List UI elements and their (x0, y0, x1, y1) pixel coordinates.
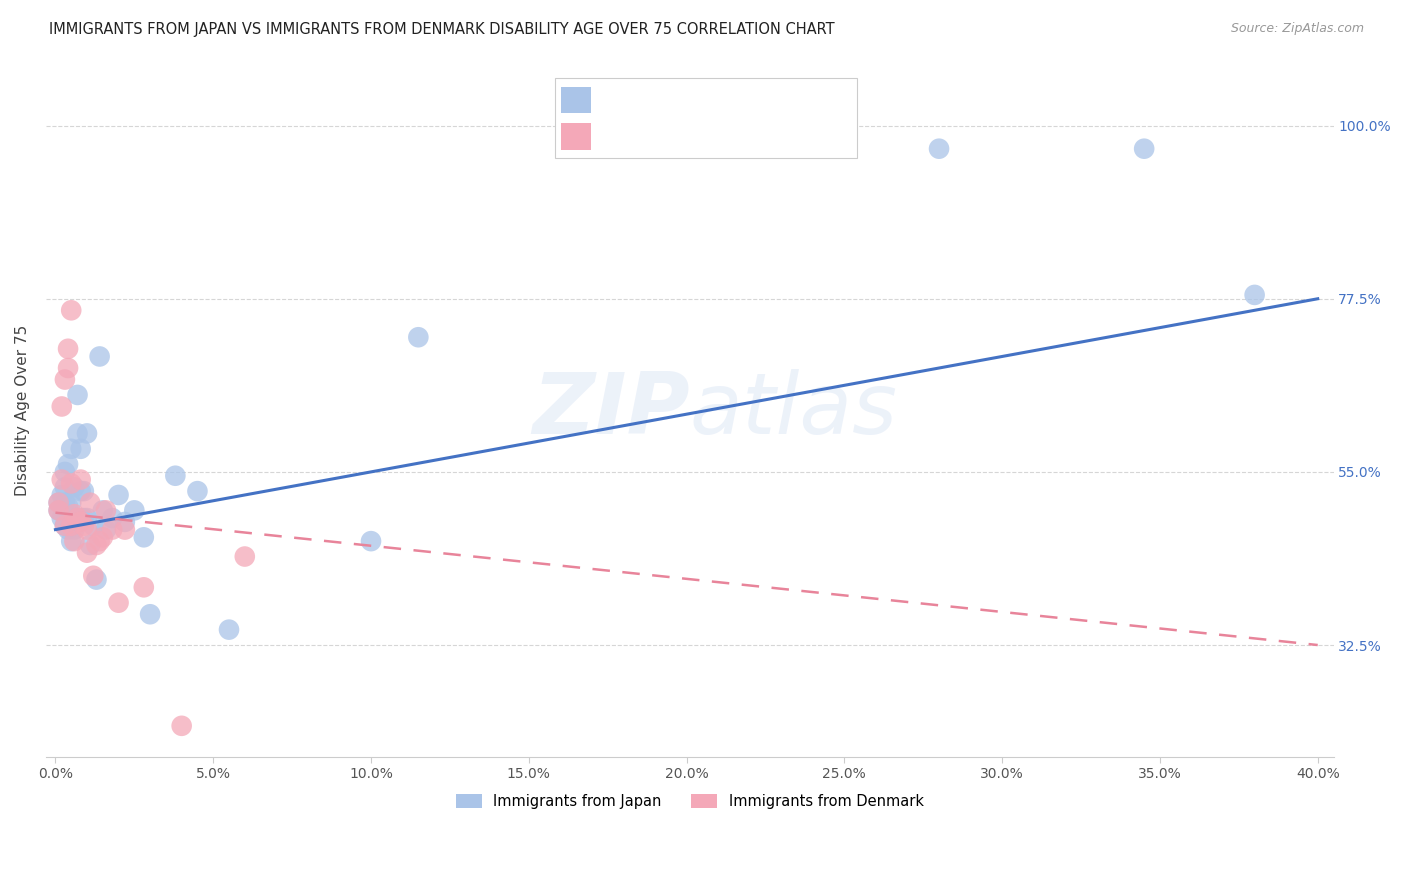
Point (66, 388, 89, 402)
Point (86, 573, 108, 587)
Point (51, 488, 73, 502)
Point (79, 496, 101, 510)
Point (1243, 288, 1265, 302)
Point (360, 534, 382, 549)
Point (91, 503, 114, 517)
Point (60, 442, 83, 456)
Point (114, 515, 136, 529)
Point (56, 500, 79, 514)
Point (928, 142, 950, 156)
Text: atlas: atlas (690, 368, 898, 452)
Point (56, 457, 79, 471)
Point (66, 511, 89, 525)
Text: IMMIGRANTS FROM JAPAN VS IMMIGRANTS FROM DENMARK DISABILITY AGE OVER 75 CORRELAT: IMMIGRANTS FROM JAPAN VS IMMIGRANTS FROM… (49, 22, 835, 37)
Point (76, 523, 98, 537)
Point (53, 496, 76, 510)
Point (53, 373, 76, 387)
Point (63, 523, 86, 537)
Point (132, 530, 155, 544)
Point (69, 442, 91, 456)
Point (89, 350, 111, 364)
Legend: Immigrants from Japan, Immigrants from Denmark: Immigrants from Japan, Immigrants from D… (450, 789, 929, 815)
Point (53, 518, 76, 533)
Point (63, 534, 86, 549)
Point (53, 465, 76, 479)
Point (76, 511, 98, 525)
Point (82, 568, 104, 582)
Point (139, 607, 162, 622)
Point (89, 534, 111, 549)
Point (53, 480, 76, 494)
Point (73, 518, 96, 533)
Point (165, 468, 187, 483)
Point (48, 503, 70, 517)
Point (63, 507, 86, 521)
Point (66, 426, 89, 441)
Point (56, 523, 79, 537)
Point (51, 511, 73, 525)
Point (48, 503, 70, 517)
Point (94, 523, 117, 537)
Point (56, 361, 79, 376)
Point (51, 473, 73, 487)
Point (53, 518, 76, 533)
Point (73, 511, 96, 525)
Point (91, 530, 114, 544)
Point (76, 426, 98, 441)
Point (408, 330, 430, 344)
Point (48, 496, 70, 510)
Point (51, 400, 73, 414)
Point (79, 538, 101, 552)
Point (101, 523, 124, 537)
Point (69, 511, 91, 525)
Point (82, 518, 104, 533)
Point (94, 503, 117, 517)
Point (56, 342, 79, 356)
Point (132, 580, 155, 594)
Point (101, 511, 124, 525)
Point (60, 534, 83, 549)
Point (86, 538, 108, 552)
Point (114, 523, 136, 537)
Point (69, 473, 91, 487)
Point (69, 484, 91, 499)
Point (233, 549, 256, 564)
Point (107, 488, 129, 502)
Point (63, 480, 86, 494)
Point (218, 623, 240, 637)
Text: Source: ZipAtlas.com: Source: ZipAtlas.com (1230, 22, 1364, 36)
Point (1133, 142, 1156, 156)
Point (76, 546, 98, 560)
Point (69, 515, 91, 529)
Point (107, 596, 129, 610)
Text: ZIP: ZIP (531, 368, 690, 452)
Point (60, 496, 83, 510)
Point (170, 719, 193, 733)
Point (124, 503, 146, 517)
Point (73, 484, 96, 499)
Point (186, 484, 208, 499)
Point (48, 496, 70, 510)
Point (60, 303, 83, 318)
Point (60, 518, 83, 533)
Y-axis label: Disability Age Over 75: Disability Age Over 75 (15, 325, 30, 496)
Point (60, 476, 83, 491)
